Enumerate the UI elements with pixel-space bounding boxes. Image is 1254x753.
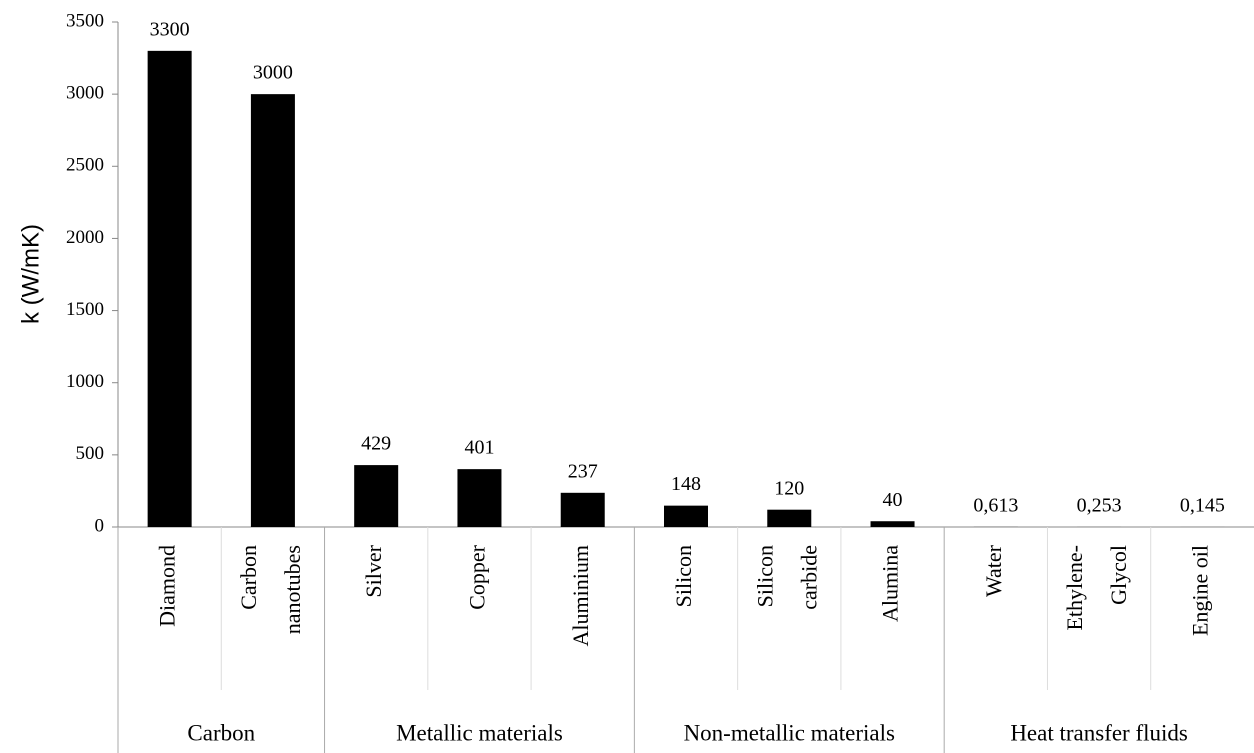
- y-tick-label: 2000: [66, 227, 104, 248]
- y-tick-label: 2500: [66, 155, 104, 176]
- x-tick-label: Carbon: [236, 545, 261, 610]
- y-axis-label: k (W/mK): [17, 224, 44, 324]
- x-tick-label: Silicon: [752, 545, 777, 607]
- value-label: 429: [361, 433, 391, 455]
- y-tick-label: 1000: [66, 371, 104, 392]
- y-tick-label: 3000: [66, 83, 104, 104]
- bar: [250, 94, 295, 528]
- bar: [767, 509, 812, 527]
- value-label: 0,613: [973, 495, 1018, 517]
- value-label: 3300: [150, 18, 190, 40]
- x-tick-label: nanotubes: [280, 545, 305, 634]
- bar: [354, 465, 399, 527]
- bar: [870, 521, 915, 527]
- x-tick-label: Copper: [465, 544, 490, 609]
- value-label: 148: [671, 473, 701, 495]
- x-tick-label: Diamond: [155, 545, 180, 627]
- value-label: 0,253: [1077, 495, 1122, 517]
- x-tick-label: Silver: [361, 544, 386, 597]
- bar: [664, 505, 708, 527]
- value-label: 401: [464, 437, 494, 459]
- y-tick-label: 3500: [66, 10, 104, 31]
- bar: [457, 469, 502, 527]
- x-tick-label: Silicon: [671, 545, 696, 607]
- y-tick-label: 500: [76, 443, 105, 464]
- bar: [560, 492, 605, 527]
- x-tick-label: carbide: [796, 545, 821, 610]
- x-tick-label: Aluminium: [568, 545, 593, 646]
- x-tick-label: Glycol: [1106, 545, 1131, 605]
- value-label: 0,145: [1180, 495, 1225, 517]
- x-tick-label: Ethylene-: [1062, 545, 1087, 631]
- x-tick-label: Water: [981, 544, 1006, 597]
- group-label: Metallic materials: [396, 720, 563, 745]
- value-label: 120: [774, 477, 804, 499]
- y-tick-label: 1500: [66, 299, 104, 320]
- group-label: Non-metallic materials: [684, 720, 895, 745]
- y-tick-label: 0: [95, 515, 105, 536]
- x-tick-label: Engine oil: [1187, 545, 1212, 636]
- value-label: 3000: [253, 62, 293, 84]
- group-label: Heat transfer fluids: [1010, 720, 1188, 745]
- bar: [147, 50, 192, 527]
- x-tick-label: Alumina: [878, 545, 903, 622]
- value-label: 237: [568, 460, 598, 482]
- value-label: 40: [883, 489, 903, 511]
- group-label: Carbon: [187, 720, 255, 745]
